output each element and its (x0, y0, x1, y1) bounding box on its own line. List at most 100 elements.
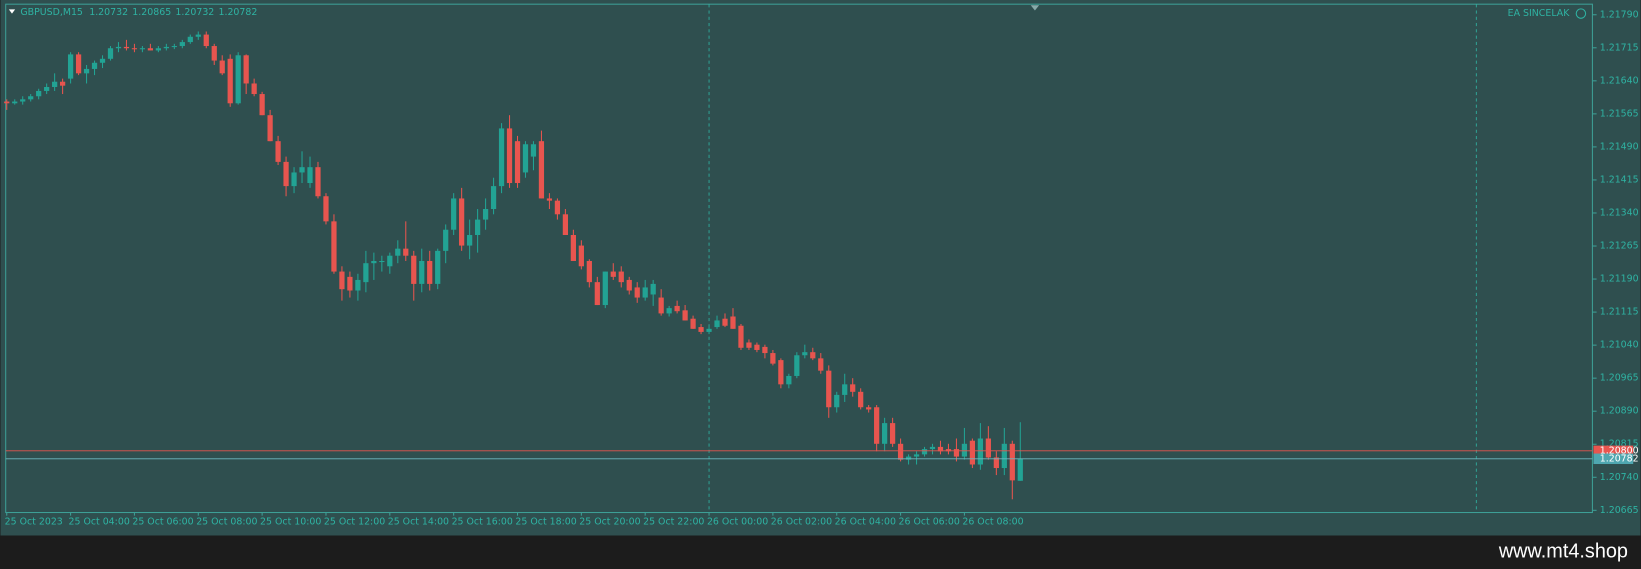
candle-body (67, 54, 74, 79)
candle-body (171, 46, 177, 48)
candle-body (115, 46, 122, 49)
y-tick-label: 1.21490 (1600, 141, 1639, 152)
candle-body (889, 423, 896, 444)
candle-body (1017, 458, 1023, 481)
candle-body (538, 141, 545, 199)
candle-body (1001, 443, 1007, 469)
candle-body (810, 352, 816, 359)
candle-body (905, 456, 912, 460)
candle-body (594, 282, 600, 306)
candle-body (355, 279, 361, 291)
candle-body (91, 62, 98, 69)
candle-body (746, 342, 752, 348)
header-ohlc-value: 1.20732 (89, 7, 128, 18)
candle-body (411, 255, 417, 284)
x-tick-label: 25 Oct 20:00 (579, 516, 640, 527)
candle-body (203, 34, 209, 47)
candle-body (818, 358, 824, 371)
candle-body (626, 279, 632, 291)
candle-body (427, 260, 433, 284)
ask-label-bg (1593, 445, 1634, 457)
candle-body (897, 443, 904, 460)
candle-body (961, 443, 968, 457)
candle-body (610, 271, 616, 277)
candle-body (786, 375, 792, 385)
candle-body (75, 54, 82, 74)
candle-body (267, 115, 273, 142)
candle-body (969, 440, 976, 465)
candle-body (403, 248, 409, 256)
candle-body (363, 263, 369, 283)
candle-body (634, 287, 640, 298)
candle-body (379, 260, 385, 263)
candle-body (722, 318, 728, 326)
candle-body (850, 384, 856, 392)
menu-arrow[interactable] (8, 9, 16, 14)
candle-body (554, 200, 561, 215)
candle-body (666, 308, 672, 314)
candle-body (259, 94, 265, 116)
header-ohlc-value: 1.20732 (175, 7, 214, 18)
candle-body (650, 283, 656, 295)
candle-body (36, 90, 42, 97)
candle-body (937, 446, 944, 452)
candle-body (826, 370, 832, 408)
candle-body (842, 384, 848, 395)
header-ohlc-value: 1.20782 (218, 7, 257, 18)
candle-body (419, 260, 425, 284)
candle-body (4, 101, 10, 104)
candle-body (291, 172, 297, 187)
candle-body (762, 346, 768, 354)
candle-body (211, 46, 217, 61)
x-tick-label: 25 Oct 16:00 (452, 516, 513, 527)
y-tick-label: 1.21040 (1600, 340, 1639, 351)
candle-body (706, 328, 712, 332)
candle-body (570, 235, 576, 261)
y-tick-label: 1.20815 (1600, 439, 1639, 450)
bid-label: 1.20782 (1600, 453, 1639, 464)
candle-body (993, 457, 999, 469)
y-tick-label: 1.21715 (1600, 42, 1639, 53)
x-tick-label: 25 Oct 18:00 (515, 516, 576, 527)
candle-body (698, 327, 704, 332)
candle-body (459, 198, 465, 246)
candle-body (107, 48, 114, 59)
x-tick-label: 26 Oct 00:00 (707, 516, 768, 527)
candle-body (738, 325, 744, 348)
ea-icon (1575, 8, 1587, 19)
candle-body (163, 46, 169, 49)
chart-title: GBPUSD,M15 (20, 7, 83, 18)
candle-body (913, 454, 920, 457)
candle-body (451, 198, 457, 230)
candle-body (778, 360, 784, 385)
x-tick-label: 25 Oct 08:00 (196, 516, 257, 527)
candle-body (123, 46, 130, 49)
candle-body (490, 186, 497, 210)
candle-body (642, 287, 648, 298)
candle-body (514, 141, 521, 184)
footer-bar (0, 535, 1641, 569)
candle-body (243, 55, 249, 84)
plot-frame (5, 3, 1593, 514)
x-tick-label: 26 Oct 08:00 (962, 516, 1023, 527)
candle-body (714, 320, 720, 328)
y-tick-label: 1.21190 (1600, 274, 1639, 285)
candle-body (482, 209, 489, 220)
y-tick-label: 1.21340 (1600, 207, 1639, 218)
watermark: www.mt4.shop (1498, 541, 1628, 563)
candle-body (945, 449, 952, 452)
shift-marker (1030, 5, 1040, 11)
candle-body (347, 276, 353, 291)
y-tick-label: 1.21265 (1600, 241, 1639, 252)
x-tick-label: 26 Oct 06:00 (898, 516, 959, 527)
candle-body (219, 60, 225, 74)
candle-body (474, 219, 481, 236)
candle-body (794, 355, 800, 376)
candle-body (690, 318, 696, 329)
candle-body (874, 407, 880, 444)
candle-body (443, 229, 449, 251)
candle-body (339, 271, 345, 290)
candle-body (754, 344, 760, 350)
candle-body (195, 34, 201, 37)
